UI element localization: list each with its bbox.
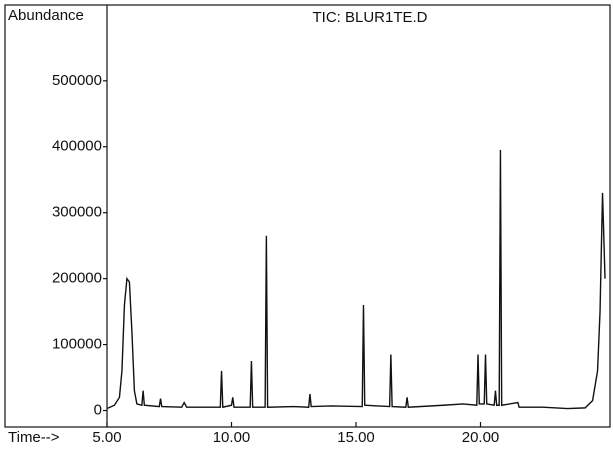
x-tick-label: 15.00 — [337, 429, 375, 446]
x-axis-label: Time--> — [8, 429, 60, 446]
x-tick-label: 5.00 — [92, 429, 121, 446]
trace — [106, 150, 606, 410]
y-tick-label: 300000 — [52, 204, 102, 221]
chart-title: TIC: BLUR1TE.D — [312, 9, 427, 26]
y-tick-label: 400000 — [52, 138, 102, 155]
y-axis-label: Abundance — [8, 7, 84, 24]
x-tick-label: 10.00 — [213, 429, 251, 446]
y-tick-label: 500000 — [52, 72, 102, 89]
y-tick-label: 0 — [94, 401, 102, 418]
x-tick-label: 20.00 — [462, 429, 500, 446]
frame — [4, 4, 611, 428]
y-tick-label: 100000 — [52, 336, 102, 353]
y-tick-label: 200000 — [52, 270, 102, 287]
